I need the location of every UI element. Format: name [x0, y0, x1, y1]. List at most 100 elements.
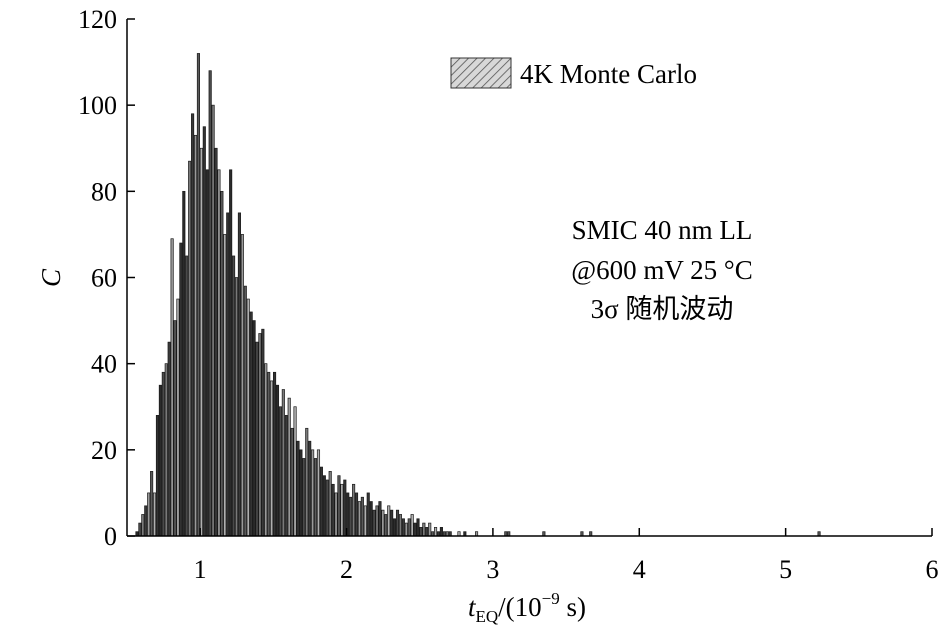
- histogram-bar: [314, 458, 318, 537]
- x-tick-label: 5: [779, 555, 792, 584]
- y-tick-label: 80: [91, 177, 117, 206]
- histogram-bar: [413, 522, 417, 537]
- histogram-bar: [311, 449, 315, 537]
- histogram-bar: [138, 522, 142, 537]
- histogram-bar: [354, 492, 359, 537]
- histogram-bar: [401, 518, 405, 537]
- histogram-bar: [302, 458, 306, 537]
- histogram-bar: [270, 380, 274, 537]
- histogram-bar: [246, 298, 250, 537]
- histogram-bar: [158, 384, 162, 537]
- histogram-bar: [375, 505, 379, 537]
- x-axis-title-tail: /(10: [498, 592, 542, 622]
- legend-label: 4K Monte Carlo: [520, 59, 697, 89]
- histogram-bar: [147, 492, 151, 537]
- x-axis-title-end: s): [560, 592, 586, 622]
- x-axis-title-sub: EQ: [476, 607, 499, 626]
- histogram-bar: [202, 126, 206, 537]
- y-ticks: 0 20 40 60 80 100 120: [78, 5, 135, 551]
- histogram-bar: [296, 440, 300, 537]
- histogram-bar: [173, 320, 177, 537]
- histogram-bar: [167, 341, 171, 537]
- histogram-bar: [325, 479, 329, 537]
- histogram-bar: [153, 492, 157, 537]
- histogram-bar: [305, 427, 309, 537]
- histogram-bar: [188, 160, 192, 537]
- histogram-bar: [264, 363, 268, 537]
- y-tick-label: 100: [78, 91, 117, 120]
- histogram-bar: [372, 509, 376, 537]
- histogram-bar: [237, 212, 241, 537]
- histogram-bar: [363, 505, 367, 537]
- histogram-bar: [407, 518, 411, 537]
- histogram-bar: [223, 234, 227, 537]
- x-tick-label: 1: [194, 555, 207, 584]
- x-ticks: 1 2 3 4 5 6: [194, 528, 939, 584]
- histogram-bar: [170, 238, 174, 537]
- annotation-line-1: SMIC 40 nm LL: [572, 215, 753, 245]
- histogram-bar: [387, 505, 391, 537]
- histogram-bar: [398, 514, 402, 537]
- histogram-bar: [144, 505, 148, 537]
- histogram-bar: [416, 518, 420, 537]
- histogram-bar: [243, 285, 247, 537]
- histogram-bar: [366, 492, 370, 537]
- histogram-bar: [290, 427, 294, 537]
- annotation: SMIC 40 nm LL @600 mV 25 °C 3σ 随机波动: [571, 215, 752, 324]
- histogram-bar: [287, 397, 291, 537]
- histogram-bar: [267, 371, 271, 537]
- histogram-bar: [229, 169, 233, 537]
- histogram-bar: [161, 371, 165, 537]
- histogram-bar: [281, 389, 285, 537]
- histogram-bar: [252, 320, 256, 537]
- histogram-bar: [395, 509, 400, 537]
- histogram-bar: [381, 509, 385, 537]
- histogram-bar: [232, 255, 236, 537]
- histogram-bar: [343, 479, 347, 537]
- y-tick-label: 120: [78, 5, 117, 34]
- histogram-bar: [196, 53, 201, 537]
- histogram-bar: [214, 147, 218, 537]
- histogram-bar: [278, 406, 282, 537]
- histogram-bar: [182, 190, 186, 537]
- histogram-bar: [369, 501, 373, 537]
- histogram-bar: [352, 483, 356, 537]
- y-tick-label: 40: [91, 350, 117, 379]
- histogram-bar: [319, 466, 323, 537]
- histogram-bar: [199, 147, 203, 537]
- histogram-bar: [316, 449, 321, 537]
- x-tick-label: 6: [926, 555, 939, 584]
- histogram-bar: [293, 406, 297, 537]
- histogram-bar: [217, 169, 221, 537]
- histogram-bar: [419, 527, 423, 537]
- histogram-bar: [439, 527, 443, 537]
- bar-group: [135, 53, 821, 537]
- histogram-bar: [255, 341, 259, 537]
- histogram-bar: [191, 113, 195, 537]
- histogram-bar: [322, 475, 326, 537]
- histogram-bar: [357, 501, 362, 537]
- histogram-bar: [176, 298, 180, 537]
- histogram-bar: [205, 169, 209, 537]
- histogram-bar: [179, 242, 183, 537]
- histogram-bar: [378, 501, 382, 537]
- annotation-line-3: 3σ 随机波动: [591, 294, 734, 324]
- histogram-bar: [425, 527, 429, 537]
- histogram-bar: [349, 496, 353, 537]
- annotation-line-2: @600 mV 25 °C: [571, 255, 752, 285]
- histogram-bar: [428, 522, 432, 537]
- histogram-bar: [150, 471, 154, 537]
- y-tick-label: 0: [104, 522, 117, 551]
- x-axis-title-exp: −9: [542, 589, 560, 608]
- histogram-bar: [334, 492, 338, 537]
- histogram-bar: [410, 514, 414, 537]
- x-tick-label: 2: [340, 555, 353, 584]
- histogram-bar: [299, 449, 303, 537]
- y-tick-label: 60: [91, 264, 117, 293]
- x-axis-title: tEQ/(10−9 s): [468, 589, 586, 626]
- histogram-bar: [155, 415, 160, 537]
- histogram-bar: [337, 475, 341, 537]
- histogram-bar: [404, 522, 408, 537]
- histogram-bar: [226, 212, 230, 537]
- x-tick-label: 3: [486, 555, 499, 584]
